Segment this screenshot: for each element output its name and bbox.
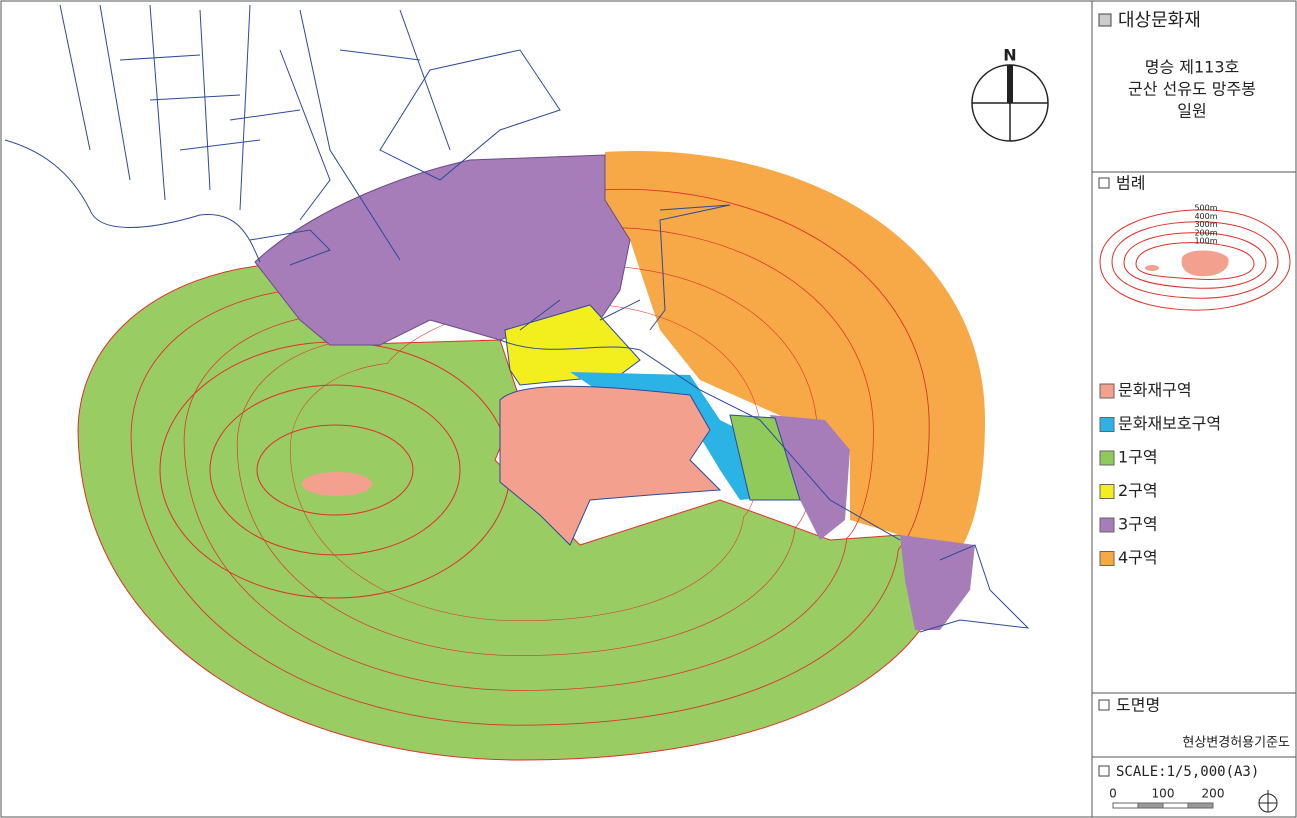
heritage-name: 명승 제113호 [1145,58,1240,77]
contour-label: 400m [1194,212,1217,221]
section-title: 대상문화재 [1118,10,1201,31]
heritage-name: 군산 선유도 망주봉 [1128,80,1256,99]
legend-label: 3구역 [1118,515,1158,534]
section-marker [1098,699,1110,711]
contour-label: 300m [1194,220,1217,229]
zone-3-area [900,535,975,630]
legend-label: 4구역 [1118,548,1158,567]
section-marker [1098,177,1110,189]
legend-swatch [1099,551,1115,566]
protection-area [570,372,790,500]
legend-swatch [1099,417,1115,432]
legend-swatch [1099,450,1115,466]
section-title: 도면명 [1116,696,1160,715]
legend-label: 문화재보호구역 [1118,414,1221,433]
contour-label: 200m [1194,228,1217,237]
contour-legend [1099,209,1291,311]
section-marker [1098,13,1112,27]
heritage-island [302,472,372,496]
info-panel: 대상문화재 명승 제113호 군산 선유도 망주봉 일원 범례 500m400m… [1091,1,1296,817]
zone-4-area [605,151,985,560]
scale-label: SCALE:1/5,000(A3) [1116,764,1259,780]
north-label: N [1003,46,1016,65]
scale-tick-label: 200 [1202,787,1225,801]
legend-swatch [1099,517,1115,533]
map: N [4,4,1049,761]
legend-label: 문화재구역 [1118,381,1192,400]
scale-tick-label: 100 [1152,787,1175,801]
legend-label: 1구역 [1118,448,1158,467]
section-marker [1098,765,1110,777]
parcel-lines [4,4,1030,633]
section-title: 범례 [1116,174,1145,193]
scale-bar [1112,802,1214,809]
legend-swatch [1099,383,1115,399]
contour-label: 100m [1194,237,1217,246]
heritage-name: 일원 [1177,102,1206,121]
drawing-name: 현상변경허용기준도 [1182,736,1290,751]
heritage-area [499,385,722,546]
contour-label: 500m [1194,204,1217,213]
small-north-arrow [1258,790,1278,813]
north-arrow: N [971,46,1049,142]
legend-label: 2구역 [1118,481,1158,500]
zone-1-parcels [729,414,801,501]
scale-tick-label: 0 [1109,787,1117,801]
legend-swatch [1099,484,1115,499]
